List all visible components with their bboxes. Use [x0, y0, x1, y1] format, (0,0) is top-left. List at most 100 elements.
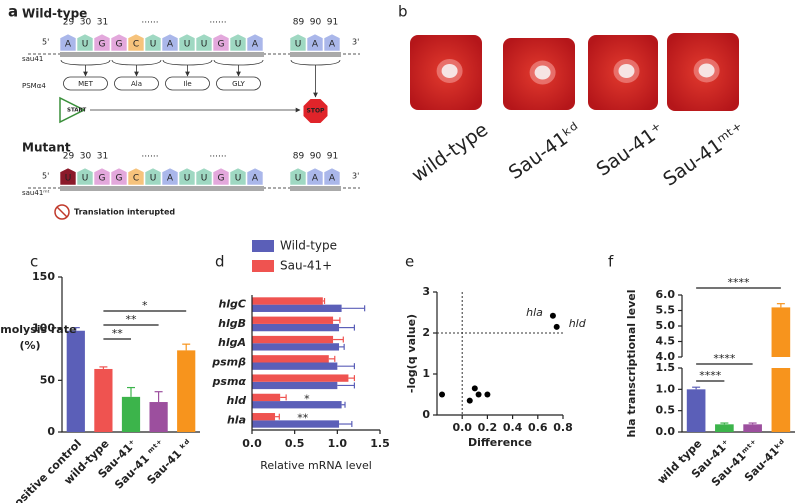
bar	[252, 401, 342, 409]
gene-name: sau41	[22, 55, 43, 63]
colony	[534, 65, 551, 80]
bar	[252, 316, 334, 324]
bar	[94, 368, 113, 432]
nucleotide-letter: G	[99, 174, 106, 184]
point	[553, 323, 560, 330]
colony	[441, 64, 458, 78]
bar	[252, 420, 340, 428]
nucleotide	[93, 33, 111, 52]
bar	[743, 424, 762, 432]
y-tick-label: 50	[40, 373, 56, 386]
codon-bracket	[213, 59, 264, 66]
y-tick-label: 1.0	[656, 382, 676, 395]
point	[466, 397, 473, 404]
y-tick-label: 0.0	[656, 425, 676, 438]
y-tick-label: 0	[422, 408, 430, 421]
bar	[121, 396, 141, 432]
bar	[177, 350, 196, 432]
nucleotide-letter: U	[82, 40, 89, 50]
position-number: 91	[327, 152, 338, 162]
y-tick-label: hla	[227, 413, 246, 426]
position-number: 90	[310, 18, 322, 28]
nucleotide	[110, 33, 128, 52]
plate-caption: Sau-41ᵐᵗ⁺	[659, 119, 749, 191]
nucleotide-letter: G	[218, 174, 225, 184]
blocked-icon	[56, 206, 68, 218]
nucleotide	[178, 33, 196, 52]
amino-acid: MET	[78, 80, 93, 88]
panel-label: a	[8, 3, 18, 21]
nucleotide-letter: A	[312, 40, 319, 50]
amino-acid-box	[165, 76, 210, 91]
legend-swatch	[252, 240, 274, 252]
nucleotide-letter: A	[167, 40, 174, 50]
position-number: 30	[80, 18, 92, 28]
nucleotide	[195, 33, 213, 52]
x-tick-label: 0.2	[478, 421, 498, 434]
plate-caption: Sau-41ᵏᵈ	[505, 119, 585, 184]
y-tick-label: 1	[422, 367, 430, 380]
bar	[252, 343, 340, 351]
nucleotide	[246, 167, 264, 186]
bar	[252, 374, 349, 382]
bar	[252, 413, 276, 421]
axis	[436, 292, 563, 416]
y-tick-label: 6.0	[656, 288, 676, 301]
nucleotide	[229, 33, 247, 52]
bar	[149, 402, 168, 432]
y-tick-label: 150	[32, 270, 55, 283]
gene-bar	[60, 52, 264, 57]
nucleotide-letter: G	[116, 174, 123, 184]
nucleotide-letter: U	[184, 40, 191, 50]
point	[484, 391, 491, 398]
x-axis-label: Difference	[468, 436, 532, 449]
significance-label: **	[297, 412, 309, 425]
y-tick-label: 2	[422, 326, 430, 339]
position-number: 29	[63, 18, 75, 28]
x-tick-label: 1.0	[328, 437, 348, 450]
bar	[686, 389, 706, 432]
significance-label: ****	[713, 352, 736, 365]
point	[549, 312, 556, 319]
nucleotide	[178, 167, 196, 186]
x-tick-label: 0.0	[242, 437, 262, 450]
panel-label: c	[30, 253, 38, 271]
amino-acid: Ile	[183, 80, 191, 88]
nucleotide-letter: U	[65, 174, 72, 184]
nucleotide	[76, 167, 94, 186]
nucleotide	[195, 167, 213, 186]
nucleotide	[289, 33, 307, 52]
five-prime: 5'	[42, 172, 49, 181]
plate-caption: wild-type	[408, 119, 492, 187]
point	[475, 391, 482, 398]
x-tick-label: 1.5	[370, 437, 390, 450]
nucleotide-letter: U	[150, 40, 157, 50]
amino-acid: Ala	[131, 80, 142, 88]
nucleotide	[289, 167, 307, 186]
significance-label: ****	[728, 276, 751, 289]
nucleotide	[93, 167, 111, 186]
position-number: 30	[80, 152, 92, 162]
y-tick-label: hld	[227, 394, 247, 407]
gene-bar	[290, 52, 341, 57]
y-tick-label: hlgB	[218, 317, 246, 330]
nucleotide	[323, 167, 341, 186]
stop-icon	[303, 98, 328, 124]
gene-name: sau41ᵐᵗ	[22, 189, 50, 197]
nucleotide	[161, 33, 179, 52]
ellipsis: ......	[141, 150, 158, 160]
panel-label: b	[398, 3, 408, 21]
position-number: 90	[310, 152, 322, 162]
bar	[252, 297, 323, 305]
amino-acid-box	[216, 76, 261, 91]
nucleotide	[59, 33, 77, 52]
y-tick-label: 0	[47, 425, 55, 438]
significance-label: *	[304, 392, 310, 405]
nucleotide-letter: U	[295, 40, 302, 50]
note: Translation interupted	[74, 208, 175, 217]
gene-bar	[290, 186, 341, 191]
nucleotide-letter: A	[167, 174, 174, 184]
nucleotide-letter: G	[99, 40, 106, 50]
nucleotide-letter: A	[312, 174, 319, 184]
x-tick-label: 0.8	[553, 421, 573, 434]
